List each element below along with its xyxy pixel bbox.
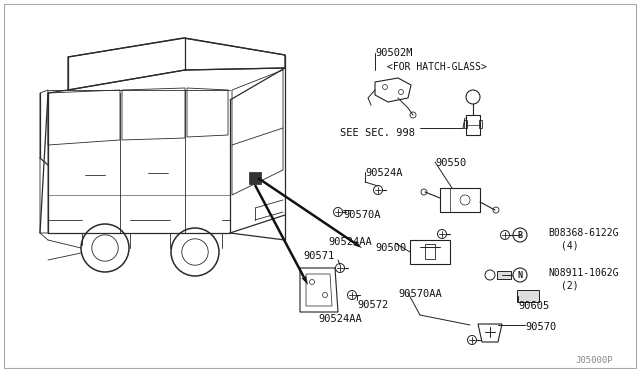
Text: J05000P: J05000P — [575, 356, 612, 365]
Text: <FOR HATCH-GLASS>: <FOR HATCH-GLASS> — [387, 62, 487, 72]
Text: 90570AA: 90570AA — [398, 289, 442, 299]
Bar — [479, 120, 482, 128]
Bar — [497, 271, 511, 279]
Text: B08368-6122G: B08368-6122G — [548, 228, 618, 238]
Bar — [517, 290, 539, 302]
Text: 90524A: 90524A — [365, 168, 403, 178]
Polygon shape — [301, 276, 308, 285]
Text: B: B — [518, 231, 522, 240]
Bar — [249, 172, 261, 184]
Text: SEE SEC. 998: SEE SEC. 998 — [340, 128, 415, 138]
Text: 90524AA: 90524AA — [318, 314, 362, 324]
Text: 90502M: 90502M — [375, 48, 413, 58]
Bar — [440, 188, 480, 212]
Bar — [425, 244, 435, 259]
Text: 90550: 90550 — [435, 158, 467, 168]
Bar — [410, 240, 450, 264]
Text: 90570A: 90570A — [343, 210, 381, 220]
Text: (4): (4) — [561, 241, 579, 251]
Text: 90570: 90570 — [525, 322, 556, 332]
Text: 90571: 90571 — [303, 251, 334, 261]
Polygon shape — [353, 241, 362, 248]
Text: N08911-1062G: N08911-1062G — [548, 268, 618, 278]
Bar — [466, 115, 480, 135]
Text: 90524AA: 90524AA — [328, 237, 372, 247]
Text: 90572: 90572 — [357, 300, 388, 310]
Text: N: N — [518, 270, 522, 279]
Text: 90605: 90605 — [518, 301, 549, 311]
Text: 90500: 90500 — [375, 243, 406, 253]
Bar — [464, 120, 467, 128]
Text: (2): (2) — [561, 281, 579, 291]
